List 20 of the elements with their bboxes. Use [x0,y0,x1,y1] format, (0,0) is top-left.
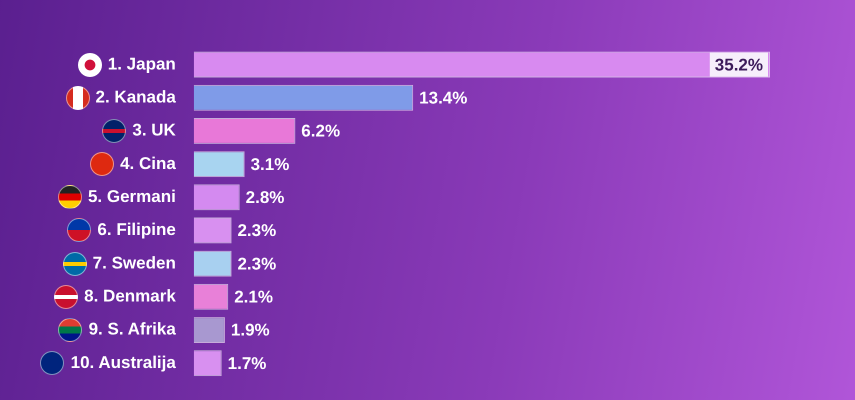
y-tick-label: 9. S. Afrika [88,320,176,339]
data-label: 2.3% [237,221,276,240]
data-label: 35.2% [714,55,763,74]
data-label: 2.1% [234,288,273,307]
y-tick-label: 3. UK [132,120,177,140]
data-label: 3.1% [250,154,290,174]
y-tick-label: 7. Sweden [92,253,176,272]
y-tick-label: 6. Filipine [97,220,176,240]
y-tick-label: 5. Germani [88,186,176,206]
data-label: 2.8% [246,188,284,207]
data-label: 1.7% [228,354,266,373]
data-label: 2.3% [237,254,276,274]
y-tick-label: 2. Kanada [96,87,176,106]
y-tick-label: 8. Denmark [84,286,176,306]
data-label: 1.9% [230,320,270,340]
y-tick-label: 4. Cina [120,154,176,173]
y-tick-label: 10. Australija [70,352,176,372]
data-label: 6.2% [301,122,340,141]
data-label: 13.4% [419,88,468,108]
y-tick-label: 1. Japan [108,54,176,74]
